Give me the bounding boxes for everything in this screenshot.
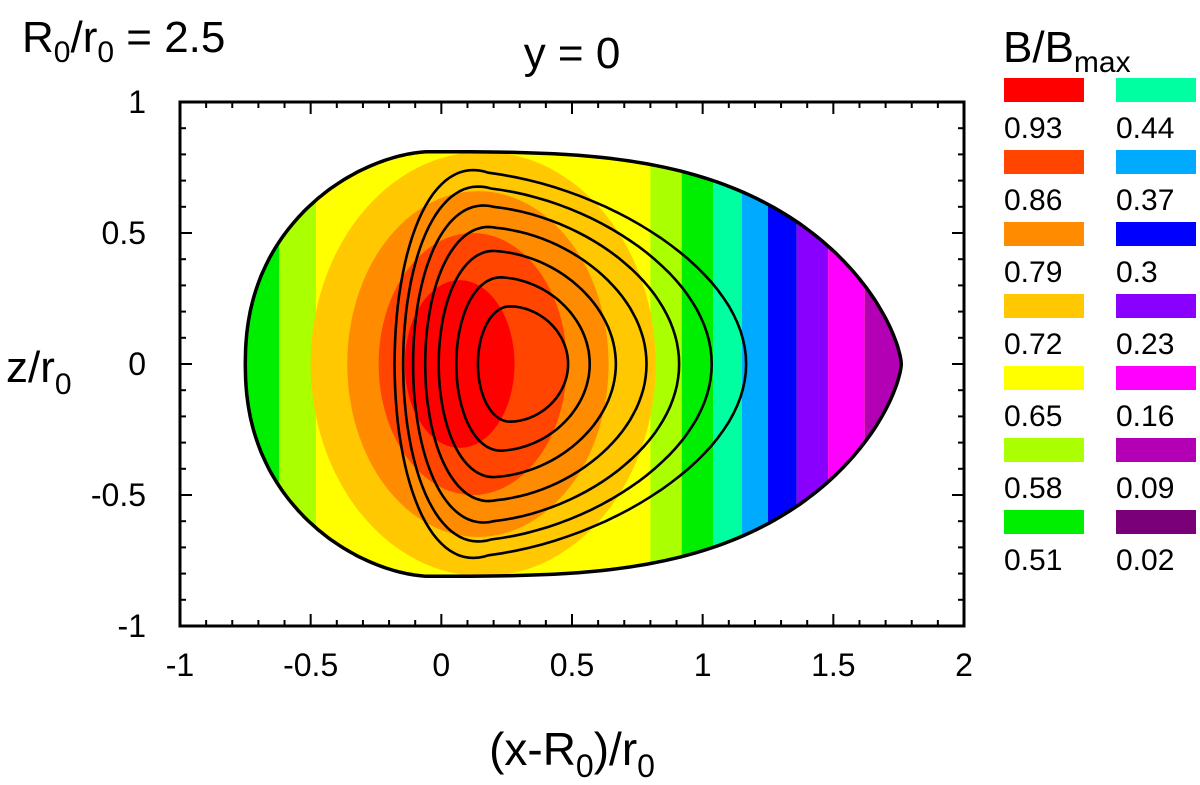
x-tick-label: -1 <box>166 647 194 683</box>
aspect-ratio-label: R0/r0 = 2.5 <box>22 13 225 69</box>
y-tick-label: -1 <box>118 608 146 644</box>
legend-label: 0.3 <box>1116 256 1158 289</box>
legend-label: 0.58 <box>1004 472 1062 505</box>
field-band-2 <box>650 151 682 577</box>
flux-contour <box>411 204 681 524</box>
legend-swatch <box>1116 294 1196 318</box>
flux-contours <box>393 168 748 560</box>
x-tick-label: 0.5 <box>550 647 594 683</box>
legend-swatch <box>1004 150 1084 174</box>
legend-swatch <box>1004 366 1084 390</box>
y-tick-label: -0.5 <box>91 477 146 513</box>
legend-label: 0.16 <box>1116 400 1174 433</box>
x-tick-label: 2 <box>955 647 973 683</box>
flux-contour <box>423 225 648 503</box>
plasma-boundary <box>243 150 904 578</box>
flux-contour <box>393 168 748 560</box>
y-tick-label: 1 <box>128 84 146 120</box>
colorbar-legend: 0.93 0.86 0.79 0.72 0.65 0.58 0.51 0.44 0.37 0.3 0… <box>1004 78 1196 577</box>
x-tick-label: 1 <box>694 647 712 683</box>
chart-title: y = 0 <box>524 29 621 78</box>
x-tick-label: -0.5 <box>283 647 338 683</box>
legend-swatch <box>1116 78 1196 102</box>
flux-contour <box>476 304 570 424</box>
legend-swatch <box>1004 510 1084 534</box>
field-band-8 <box>828 151 865 577</box>
legend-label: 0.79 <box>1004 256 1062 289</box>
y-axis-label: z/r0 <box>6 343 72 401</box>
legend-label: 0.44 <box>1116 112 1174 145</box>
colorbar-title: B/Bmax <box>1003 23 1131 79</box>
legend-label: 0.02 <box>1116 544 1174 577</box>
flux-contour <box>454 275 592 453</box>
x-tick-label: 0 <box>432 647 450 683</box>
field-band-1 <box>279 151 316 577</box>
legend-swatch <box>1004 438 1084 462</box>
legend-swatch <box>1116 510 1196 534</box>
axes: -1 -0.5 0 0.5 1 1.5 2 -1 -0.5 0 0.5 1 <box>91 84 973 683</box>
field-band-6 <box>768 151 797 577</box>
legend-label: 0.65 <box>1004 400 1062 433</box>
legend-label: 0.09 <box>1116 472 1174 505</box>
legend-swatch <box>1116 150 1196 174</box>
field-band-7 <box>796 151 829 577</box>
legend-swatch <box>1004 222 1084 246</box>
legend-swatch <box>1116 366 1196 390</box>
legend-label: 0.72 <box>1004 328 1062 361</box>
legend-label: 0.51 <box>1004 544 1062 577</box>
field-band-0 <box>245 151 280 577</box>
x-tick-label: 1.5 <box>811 647 855 683</box>
x-axis-label: (x-R0)/r0 <box>489 723 655 784</box>
flux-contour <box>401 185 714 543</box>
field-band-4 <box>713 151 742 577</box>
field-core-3 <box>404 280 515 448</box>
y-tick-label: 0 <box>128 346 146 382</box>
field-fill <box>245 151 902 577</box>
legend-swatch <box>1116 438 1196 462</box>
legend-label: 0.23 <box>1116 328 1174 361</box>
legend-swatch <box>1004 294 1084 318</box>
legend-swatch <box>1004 78 1084 102</box>
flux-contour <box>437 249 618 479</box>
legend-label: 0.86 <box>1004 184 1062 217</box>
field-band-3 <box>681 151 714 577</box>
legend-swatch <box>1116 222 1196 246</box>
y-tick-label: 0.5 <box>102 215 146 251</box>
legend-label: 0.93 <box>1004 112 1062 145</box>
legend-label: 0.37 <box>1116 184 1174 217</box>
field-band-9 <box>864 151 902 577</box>
